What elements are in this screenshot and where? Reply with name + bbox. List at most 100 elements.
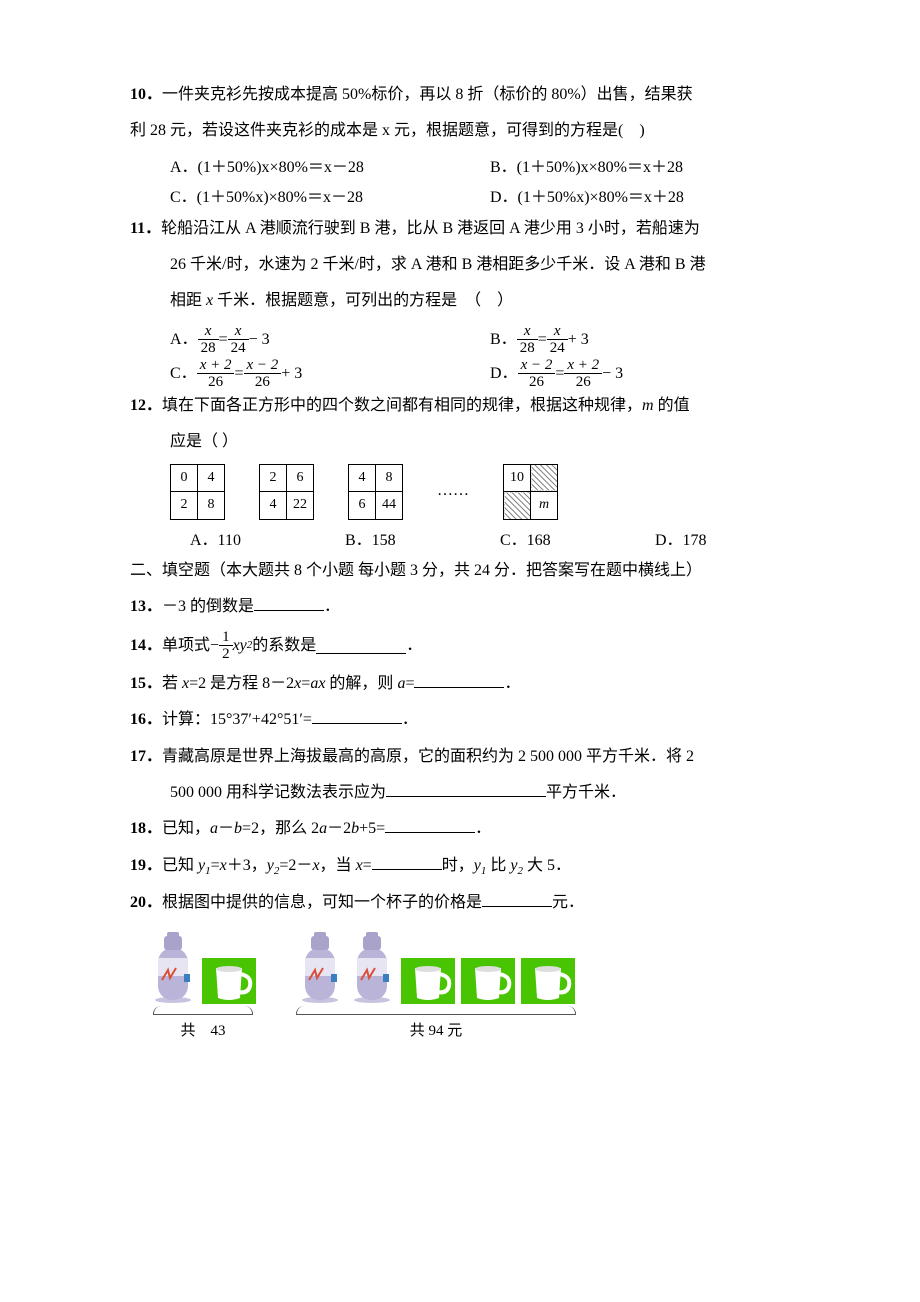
q13-text: －3 的倒数是: [162, 598, 254, 615]
eq-sign: =: [219, 325, 228, 355]
question-17: 17．青藏高原是世界上海拔最高的高原，它的面积约为 2 500 000 平方千米…: [130, 742, 810, 772]
q11-a-pre: A．: [170, 325, 198, 355]
q14-tail: ．: [406, 631, 422, 661]
cup-icon: [461, 958, 515, 1004]
eq-sign: =: [538, 325, 547, 355]
q12-sq-1: 04 28: [170, 464, 225, 520]
q11-b-tail: + 3: [568, 325, 589, 355]
q11-text3b: 千米．根据题意，可列出的方程是 （ ）: [213, 292, 513, 309]
q11-options-1: A． x28 = x24 − 3 B． x28 = x24 + 3: [130, 323, 810, 357]
q10-line1: 一件夹克衫先按成本提高 50%标价，再以 8 折（标价的 80%）出售，结果获: [162, 86, 693, 103]
q12-opt-a: A．110: [190, 526, 345, 556]
qnum-16: 16．: [130, 711, 162, 728]
q14-neg: −: [210, 631, 219, 661]
brace-2: [296, 1004, 576, 1015]
question-16: 16．计算：15°37′+42°51′=．: [130, 705, 810, 735]
qnum-12: 12．: [130, 397, 162, 414]
qnum-15: 15．: [130, 675, 162, 692]
pic-label-1: 共 43: [180, 1017, 225, 1046]
pic-group-2: 共 94 元: [296, 930, 576, 1046]
q11-options-2: C． x + 226 = x − 226 + 3 D． x − 226 = x …: [130, 357, 810, 391]
blank: [482, 890, 552, 907]
q12-sq-4: 10 m: [503, 464, 558, 520]
q12-dots: ……: [437, 476, 469, 506]
q11-d-tail: − 3: [602, 359, 623, 389]
q12-mvar: m: [642, 397, 654, 414]
qnum-18: 18．: [130, 820, 162, 837]
q11-a-rfrac: x24: [228, 323, 249, 357]
q10-line2: 利 28 元，若设这件夹克衫的成本是 x 元，根据题意，可得到的方程是( ): [130, 116, 810, 146]
q17-line1: 青藏高原是世界上海拔最高的高原，它的面积约为 2 500 000 平方千米．将 …: [162, 748, 694, 765]
q11-c-tail: + 3: [281, 359, 302, 389]
q14-mono: xy: [233, 631, 247, 661]
brace-1: [153, 1004, 253, 1015]
items-1: [150, 930, 256, 1004]
q12-line1a: 填在下面各正方形中的四个数之间都有相同的规律，根据这种规律，: [162, 397, 642, 414]
q11-text3: 相距: [170, 292, 206, 309]
section-2-header: 二、填空题（本大题共 8 个小题 每小题 3 分，共 24 分．把答案写在题中横…: [130, 556, 810, 586]
hatch-cell: [504, 492, 531, 520]
q20-text: 根据图中提供的信息，可知一个杯子的价格是: [162, 894, 482, 911]
q11-line2: 26 千米/时，水速为 2 千米/时，求 A 港和 B 港相距多少千米．设 A …: [130, 250, 810, 280]
q14-frac: 12: [219, 629, 233, 663]
q11-d-lfrac: x − 226: [518, 357, 556, 391]
q10-opt-a: A．(1＋50%)x×80%＝x－28: [170, 153, 490, 183]
q12-line1b: 的值: [654, 397, 690, 414]
q11-a-tail: − 3: [249, 325, 270, 355]
q11-c-pre: C．: [170, 359, 197, 389]
eq-sign: =: [234, 359, 243, 389]
q11-c-rfrac: x − 226: [244, 357, 282, 391]
q10-opt-d: D．(1＋50%x)×80%＝x＋28: [490, 183, 810, 213]
question-12: 12．填在下面各正方形中的四个数之间都有相同的规律，根据这种规律，m 的值: [130, 391, 810, 421]
qnum-11: 11．: [130, 220, 161, 237]
q11-d-rfrac: x + 226: [564, 357, 602, 391]
pic-group-1: 共 43: [150, 930, 256, 1046]
blank: [312, 707, 402, 724]
q10-opt-b: B．(1＋50%)x×80%＝x＋28: [490, 153, 810, 183]
blank: [254, 594, 324, 611]
qnum-10: 10．: [130, 86, 162, 103]
hatch-cell: [531, 464, 558, 492]
q11-a-lfrac: x28: [198, 323, 219, 357]
q20-pictures: 共 43: [130, 930, 810, 1046]
q14-post: 的系数是: [252, 631, 316, 661]
question-19: 19．已知 y1=x＋3，y2=2－x，当 x=时，y1 比 y2 大 5．: [130, 851, 810, 882]
items-2: [297, 930, 575, 1004]
question-13: 13．－3 的倒数是 ．: [130, 592, 810, 622]
q11-opt-b: B． x28 = x24 + 3: [490, 323, 810, 357]
q13-tail: ．: [324, 598, 340, 615]
q15-pre: 若: [162, 675, 182, 692]
q16-text: 计算：15°37′+42°51′=: [162, 711, 312, 728]
q11-c-lfrac: x + 226: [197, 357, 235, 391]
q10-opt-c: C．(1＋50%x)×80%＝x－28: [170, 183, 490, 213]
q12-opt-b: B．158: [345, 526, 500, 556]
q12-sq-3: 48 644: [348, 464, 403, 520]
q12-squares: 04 28 26 422 48 644 …… 10 m: [130, 464, 810, 520]
question-18: 18．已知，a－b=2，那么 2a－2b+5=．: [130, 814, 810, 844]
blank: [372, 853, 442, 870]
blank: [414, 671, 504, 688]
q14-pre: 单项式: [162, 631, 210, 661]
q11-b-lfrac: x28: [517, 323, 538, 357]
q11-b-pre: B．: [490, 325, 517, 355]
pic-label-2: 共 94 元: [410, 1017, 463, 1046]
thermos-icon: [297, 930, 343, 1004]
q12-options: A．110 B．158 C．168 D．178: [130, 526, 810, 556]
cup-icon: [521, 958, 575, 1004]
q17-line2: 500 000 用科学记数法表示应为平方千米．: [130, 778, 810, 808]
cup-icon: [401, 958, 455, 1004]
q11-b-rfrac: x24: [547, 323, 568, 357]
question-14: 14．单项式 −12xy2 的系数是．: [130, 629, 810, 663]
q12-opt-c: C．168: [500, 526, 655, 556]
blank: [386, 780, 546, 797]
thermos-icon: [349, 930, 395, 1004]
q11-opt-c: C． x + 226 = x − 226 + 3: [170, 357, 490, 391]
cup-icon: [202, 958, 256, 1004]
qnum-13: 13．: [130, 598, 162, 615]
qnum-14: 14．: [130, 631, 162, 661]
question-20: 20．根据图中提供的信息，可知一个杯子的价格是元．: [130, 888, 810, 918]
thermos-icon: [150, 930, 196, 1004]
question-15: 15．若 x=2 是方程 8－2x=ax 的解，则 a=．: [130, 669, 810, 699]
question-11: 11．轮船沿江从 A 港顺流行驶到 B 港，比从 B 港返回 A 港少用 3 小…: [130, 214, 810, 244]
q10-options-2: C．(1＋50%x)×80%＝x－28 D．(1＋50%x)×80%＝x＋28: [130, 183, 810, 213]
